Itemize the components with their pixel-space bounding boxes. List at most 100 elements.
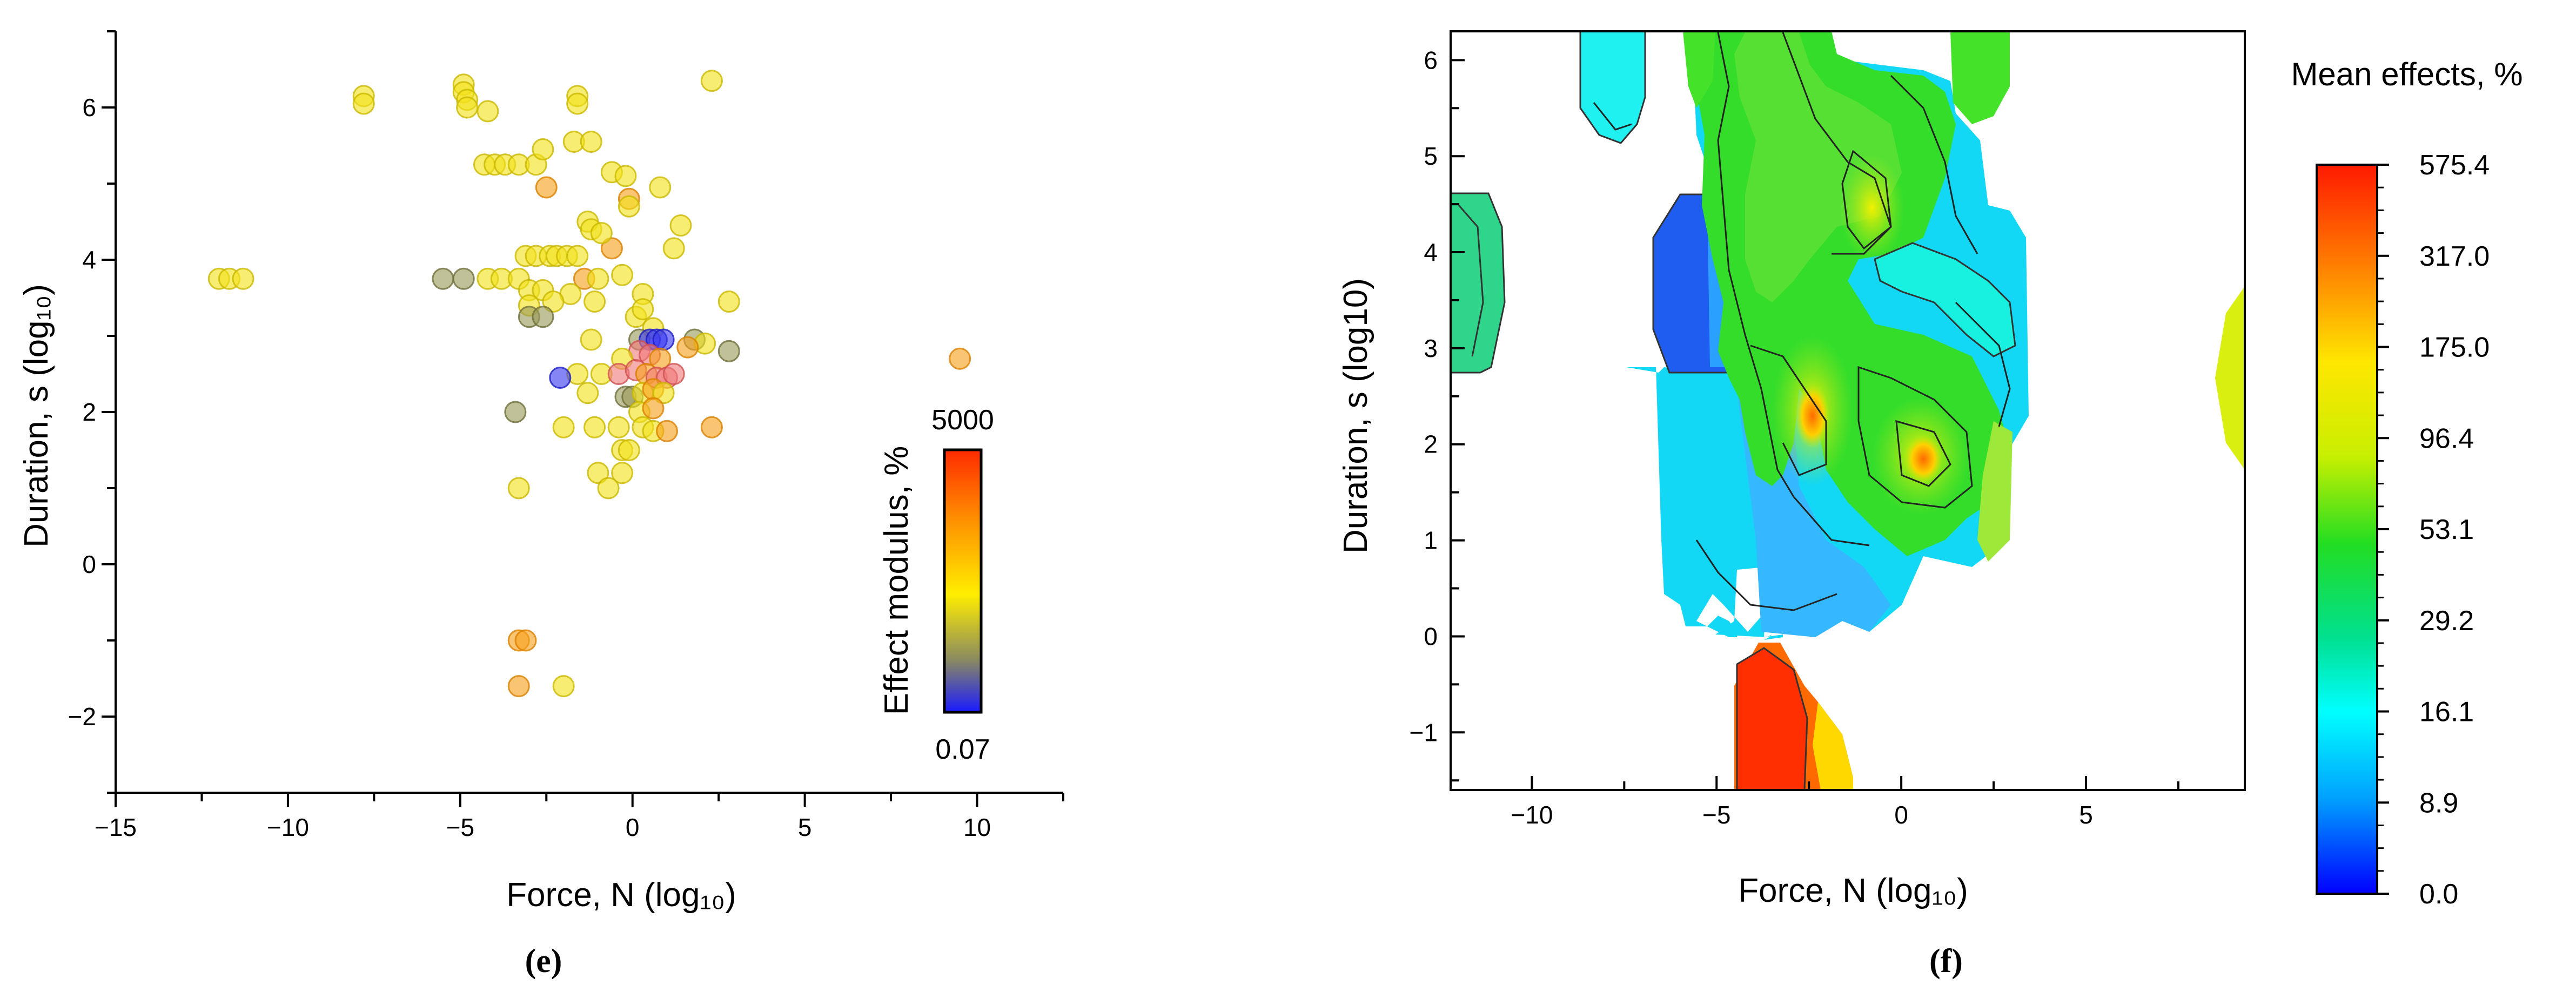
y-tick-label: 3 [1424,334,1438,362]
scatter-point [676,336,699,359]
heatmap-contour [1717,32,1870,546]
heatmap-contour [1955,301,2011,427]
scatter-point [552,675,575,698]
scatter-point [611,264,634,286]
colorbar-f [2316,164,2378,895]
colorbar-min-label-e: 0.07 [935,734,990,765]
y-tick-label: 6 [82,93,96,122]
heatmap-region [1683,31,1715,108]
x-tick-label: −15 [95,813,137,841]
scatter-point [507,675,530,698]
scatter-point [583,416,606,438]
scatter-point [352,92,375,115]
y-axis-title-e: Duration, s (log₁₀) [18,284,55,548]
scatter-point [642,397,665,420]
x-tick-label: 5 [2079,801,2093,829]
x-tick-label: 10 [963,813,991,841]
scatter-point [607,416,630,438]
scatter-point [656,420,679,442]
scatter-point [580,328,602,351]
scatter-point [532,306,554,328]
scatter-point [717,291,740,313]
scatter-point [632,298,654,321]
heatmap-region [1451,192,1506,374]
y-tick-label: 5 [1424,142,1438,170]
scatter-point [614,165,637,187]
heatmap-contour [1593,102,1632,131]
scatter-point [232,267,254,290]
colorbar-tick-label: 317.0 [2419,241,2490,272]
scatter-point [535,176,558,199]
y-tick-label: 4 [1424,238,1438,266]
scatter-point [700,70,723,92]
scatter-point [549,367,572,389]
colorbar-tick-label: 575.4 [2419,150,2490,181]
colorbar-title-e: Effect modulus, % [878,446,915,716]
y-tick-label: 2 [1424,430,1438,458]
scatter-point [662,237,685,260]
heatmap-contour [1458,205,1484,357]
y-tick-label: 1 [1424,526,1438,555]
y-tick-label: 2 [82,398,96,426]
heatmap-hotspot [1840,154,1904,262]
colorbar-tick-label: 175.0 [2419,332,2490,363]
scatter-point [669,214,692,237]
scatter-point [566,245,589,267]
heatmap-contour [1782,32,1892,255]
scatter-point [717,340,740,362]
x-tick-label: 5 [798,813,812,841]
heatmap-region [1977,421,2013,562]
heatmap-contour [1857,366,1973,509]
scatter-point [611,462,634,484]
axis-ticks-e: −15 −10 −5 0 5 10 −2 0 2 4 6 [68,30,1064,841]
heatmap-region [1579,31,1646,144]
colorbar-e [943,448,983,714]
heatmap-hotspot [1904,435,1942,483]
x-tick-label: −5 [446,813,474,841]
y-axis-title-f: Duration, s (log10) [1337,278,1374,554]
x-tick-label: −5 [1702,801,1730,829]
scatter-point [552,416,575,438]
scatter-point [432,267,454,290]
scatter-point [662,363,685,385]
y-tick-label: −1 [1410,718,1438,746]
x-tick-label: 0 [1894,801,1908,829]
x-tick-label: −10 [267,813,309,841]
scatter-point [580,130,602,153]
heatmap-region [1813,702,1853,790]
heatmap-contour [1695,539,1837,611]
scatter-point [576,382,599,404]
colorbar-tick-label: 96.4 [2419,423,2474,454]
colorbar-title-f: Mean effects, % [2291,56,2523,92]
colorbar-max-label-e: 5000 [931,404,994,436]
scatter-point [583,291,606,313]
scatter-point [514,629,537,652]
scatter-point [587,462,609,484]
scatter-point [587,267,609,290]
scatter-point [452,267,475,290]
colorbar-tick-label: 0.0 [2419,879,2458,910]
y-tick-label: 4 [82,246,96,274]
scatter-point [590,222,613,245]
scatter-point [507,477,530,500]
scatter-point [652,382,675,404]
scatter-point [600,237,623,260]
heatmap-contour [1890,75,1978,254]
heatmap-region [1736,647,1808,790]
scatter-point [700,416,723,438]
scatter-point [456,96,479,119]
heatmap-region [1734,32,1902,302]
heatmap-field-f [1451,31,2245,790]
scatter-panel-e: −15 −10 −5 0 5 10 −2 0 2 4 6 Force, N (log₁₀) Dura… [18,30,1064,980]
scatter-point [597,477,620,500]
heatmap-contour [1750,345,1827,476]
heatmap-contour [1895,420,1951,487]
x-tick-label: −10 [1511,801,1553,829]
colorbar-tick-label: 53.1 [2419,514,2474,545]
colorbar-tick-label: 16.1 [2419,697,2474,728]
y-tick-label: 0 [82,550,96,578]
colorbar-tick-label: 8.9 [2419,787,2458,819]
scatter-point [566,92,589,115]
